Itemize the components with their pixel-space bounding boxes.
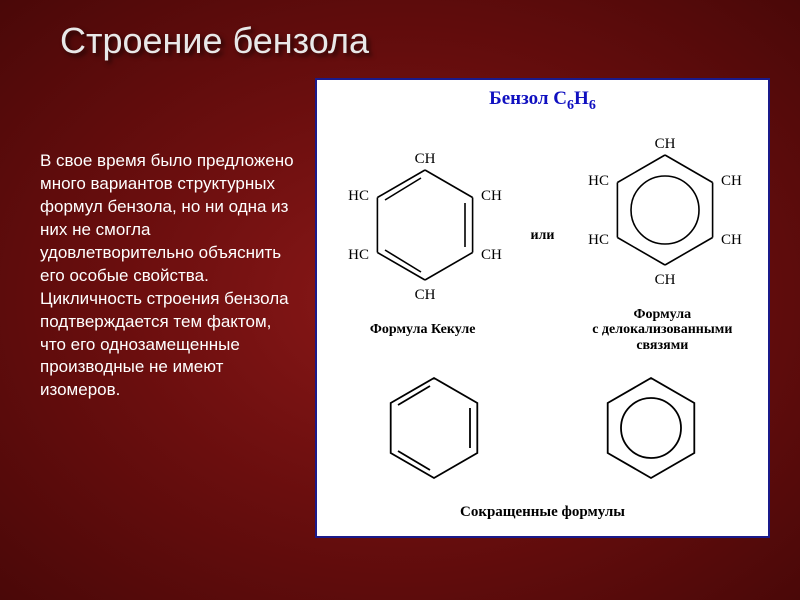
delocalized-caption: Формула с делокализованными связями xyxy=(575,307,750,353)
short-formulas-caption: Сокращенные формулы xyxy=(325,504,760,521)
svg-text:CH: CH xyxy=(481,188,502,204)
title-mid: H xyxy=(574,88,589,109)
diagram-panel: Бензол C6H6 xyxy=(315,78,770,538)
kekule-caption: Формула Кекуле xyxy=(335,322,510,337)
kekule-structure: CH CH CH CH HC HC Формула Кекуле xyxy=(335,135,510,337)
slide-title: Строение бензола xyxy=(60,20,770,62)
svg-text:CH: CH xyxy=(721,232,742,248)
short-formulas-row xyxy=(325,363,760,498)
deloc-caption-l3: связями xyxy=(636,338,688,353)
short-delocalized xyxy=(586,363,716,498)
deloc-caption-l2: с делокализованными xyxy=(592,322,732,337)
slide-body-text: В свое время было предложено много вариа… xyxy=(40,150,300,402)
delocalized-svg: CH CH CH CH HC HC xyxy=(575,120,750,300)
svg-text:CH: CH xyxy=(654,136,675,152)
svg-text:HC: HC xyxy=(348,188,369,204)
title-prefix: Бензол C xyxy=(489,88,567,109)
short-deloc-svg xyxy=(586,363,716,493)
delocalized-structure: CH CH CH CH HC HC Формула с делокализова… xyxy=(575,120,750,353)
svg-text:HC: HC xyxy=(348,247,369,263)
kekule-svg: CH CH CH CH HC HC xyxy=(335,135,510,315)
deloc-caption-l1: Формула xyxy=(633,307,691,322)
structural-formulas-row: CH CH CH CH HC HC Формула Кекуле или xyxy=(325,120,760,353)
svg-text:CH: CH xyxy=(481,247,502,263)
title-sub2: 6 xyxy=(589,98,596,113)
short-kekule-svg xyxy=(369,363,499,493)
title-sub1: 6 xyxy=(567,98,574,113)
or-label: или xyxy=(530,228,554,244)
short-kekule xyxy=(369,363,499,498)
svg-text:CH: CH xyxy=(415,287,436,303)
svg-text:HC: HC xyxy=(588,173,609,189)
diagram-title: Бензол C6H6 xyxy=(325,88,760,114)
svg-text:HC: HC xyxy=(588,232,609,248)
svg-text:CH: CH xyxy=(721,173,742,189)
svg-text:CH: CH xyxy=(415,151,436,167)
slide: Строение бензола В свое время было предл… xyxy=(0,0,800,600)
svg-text:CH: CH xyxy=(654,272,675,288)
